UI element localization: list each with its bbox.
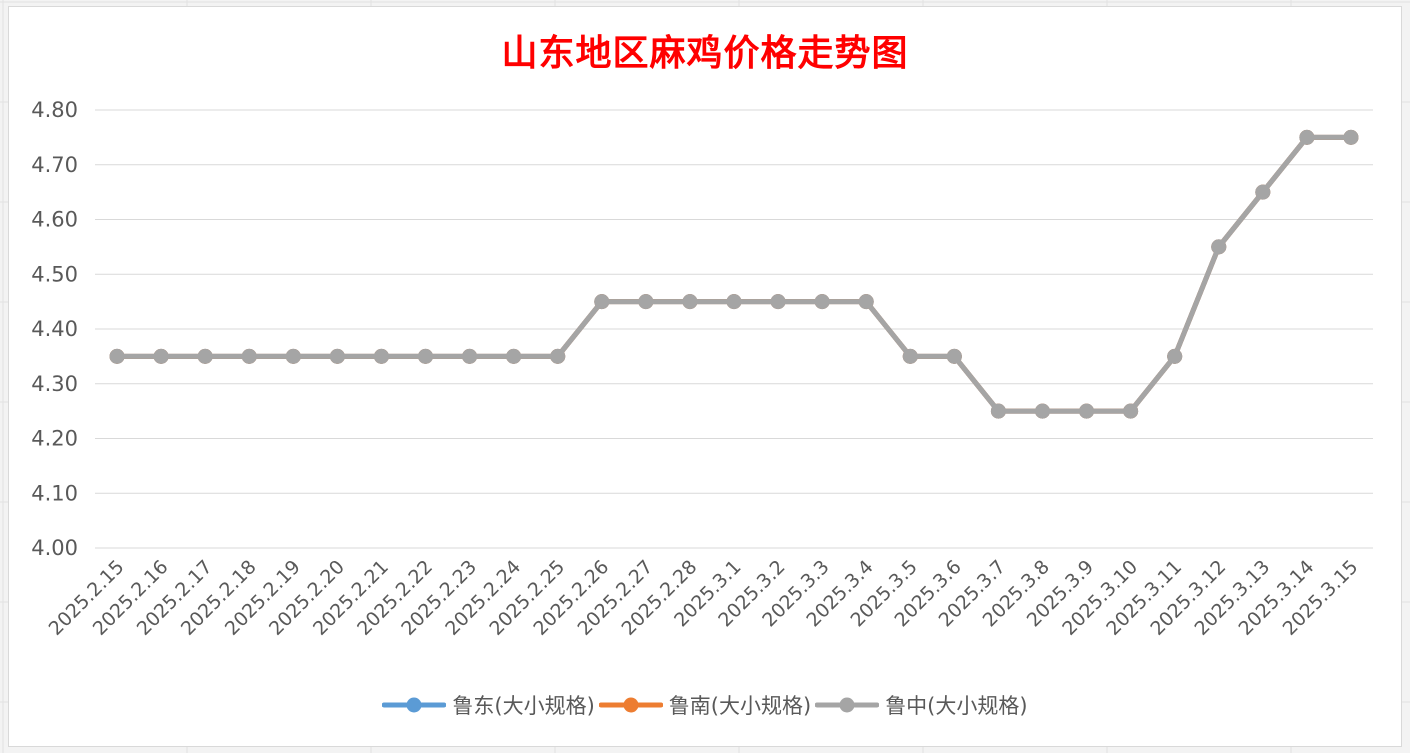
data-point [153, 348, 169, 364]
data-point [594, 294, 610, 310]
data-point [373, 348, 389, 364]
data-point [1123, 403, 1139, 419]
legend-label: 鲁中(大小规格) [885, 694, 1028, 718]
data-point [814, 294, 830, 310]
y-tick-label: 4.40 [31, 317, 78, 341]
data-point [109, 348, 125, 364]
data-point [418, 348, 434, 364]
gridlines [95, 109, 1373, 549]
legend-item: 鲁中(大小规格) [815, 690, 1028, 720]
data-point [946, 348, 962, 364]
data-point [285, 348, 301, 364]
legend-item: 鲁南(大小规格) [598, 690, 812, 720]
data-point [858, 294, 874, 310]
legend-swatch [382, 697, 447, 713]
x-axis-ticks: 2025.2.152025.2.162025.2.172025.2.182025… [45, 556, 1363, 640]
data-point [462, 348, 478, 364]
legend-item: 鲁东(大小规格) [382, 690, 595, 720]
data-point [550, 348, 566, 364]
legend-swatch [815, 697, 880, 713]
data-point [197, 348, 213, 364]
legend: 鲁东(大小规格) 鲁南(大小规格) 鲁中(大小规格) [0, 690, 1410, 720]
y-axis-ticks: 4.00 4.10 4.20 4.30 4.40 4.50 4.60 4.70 4.80 [31, 98, 78, 560]
data-point [1211, 239, 1227, 255]
data-point [1343, 129, 1359, 145]
y-tick-label: 4.50 [31, 262, 78, 286]
data-point [682, 294, 698, 310]
y-tick-label: 4.30 [31, 372, 78, 396]
data-point [506, 348, 522, 364]
data-point [241, 348, 257, 364]
data-point [638, 294, 654, 310]
data-point [1167, 348, 1183, 364]
y-tick-label: 4.60 [31, 208, 78, 232]
chart-area[interactable] [8, 6, 1402, 747]
data-point [1299, 129, 1315, 145]
chart-title: 山东地区麻鸡价格走势图 [501, 32, 909, 74]
legend-label: 鲁南(大小规格) [668, 694, 812, 718]
series-lines [109, 129, 1359, 419]
data-point [770, 294, 786, 310]
data-point [329, 348, 345, 364]
data-point [1034, 403, 1050, 419]
data-point [902, 348, 918, 364]
legend-swatch [598, 697, 663, 713]
legend-label: 鲁东(大小规格) [452, 694, 595, 718]
y-tick-label: 4.20 [31, 427, 78, 451]
data-point [726, 294, 742, 310]
data-point [990, 403, 1006, 419]
y-tick-label: 4.80 [31, 98, 78, 122]
series-鲁中(大小规格) [109, 129, 1359, 419]
data-point [1079, 403, 1095, 419]
y-tick-label: 4.10 [31, 481, 78, 505]
data-point [1255, 184, 1271, 200]
y-tick-label: 4.00 [31, 536, 78, 560]
y-tick-label: 4.70 [31, 153, 78, 177]
